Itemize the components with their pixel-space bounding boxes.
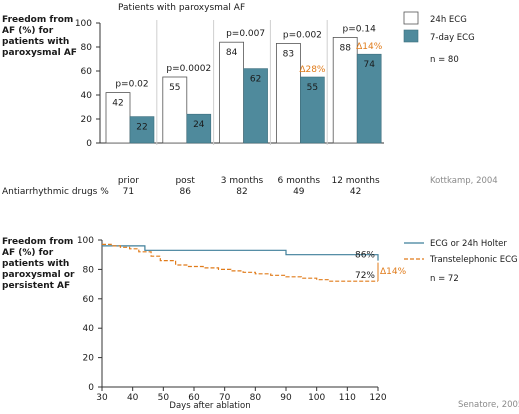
y-tick-label: 20 [83,354,95,364]
series-end-label: 86% [355,251,375,261]
legend-swatch-7day-ecg [403,29,419,43]
y-tick-label: 0 [86,139,92,149]
bar-value-label: 55 [169,83,180,93]
n-label: n = 72 [430,274,459,284]
x-tick-label: 40 [127,393,139,403]
x-tick-label: 80 [250,393,262,403]
bar-7day-ecg [186,113,212,144]
y-tick-label: 80 [83,265,95,275]
y-axis-label-line: paroxysmal AF [2,48,77,58]
series-line [102,243,378,282]
y-axis-label-line: Freedom from [2,237,73,247]
bar-24h-ecg [275,43,301,144]
bar-24h-ecg [219,41,245,144]
y-tick-label: 40 [83,324,95,334]
p-value-label: p=0.02 [115,80,148,90]
drugs-label: Antiarrhythmic drugs % [2,187,109,197]
axes: 0 20 40 60 80 100 30 40 50 60 70 80 90 100 110 120 [77,236,387,403]
bar-value-label: 42 [112,99,123,109]
y-axis-label-line: AF (%) for [2,248,54,258]
category-label: post [175,176,195,186]
series-end-label: 72% [355,271,375,281]
y-tick-label: 60 [81,67,93,77]
legend-label: 7-day ECG [430,33,475,43]
y-tick-label: 80 [81,43,93,53]
x-tick-label: 110 [339,393,356,403]
bar-value-label: 24 [193,120,205,130]
x-tick-label: 30 [96,393,108,403]
bar-value-label: 22 [136,123,147,133]
bar-chart: Patients with paroxysmal AF Freedom from… [2,3,498,197]
series-lines: 86% 72% Δ14% [102,243,407,282]
bar-value-label: 62 [250,75,261,85]
y-tick-label: 60 [83,295,95,305]
drugs-value: 42 [350,187,361,197]
bar-value-label: 88 [339,43,351,53]
drugs-value: 82 [236,187,247,197]
x-tick-label: 50 [158,393,170,403]
y-tick-label: 100 [77,236,94,246]
p-value-label: p=0.007 [226,29,265,39]
legend-label: 24h ECG [430,15,467,25]
p-value-label: p=0.002 [283,30,322,40]
bar-7day-ecg [243,68,268,144]
y-tick-label: 0 [88,383,94,393]
legend-swatch-24h-ecg [403,11,419,25]
y-axis-label-line: persistent AF [2,281,70,291]
category-label: 3 months [221,176,264,186]
x-tick-label: 90 [280,393,292,403]
delta-label: Δ28% [299,65,326,75]
y-axis-label-line: Freedom from [2,15,73,25]
x-tick-label: 120 [369,393,386,403]
category-label: prior [118,176,139,186]
series-line [102,245,379,261]
bar-value-label: 84 [226,48,238,58]
bar-value-label: 74 [363,60,375,70]
legend-label: ECG or 24h Holter [430,239,507,249]
bar-7day-ecg [356,53,382,144]
x-tick-label: 70 [219,393,231,403]
y-axis-label-line: paroxysmal or [2,270,75,280]
drugs-value: 86 [179,187,191,197]
line-chart: Freedom from AF (%) for patients with parox… [2,236,519,411]
p-value-label: p=0.0002 [166,64,211,74]
source-label: Kottkamp, 2004 [430,176,498,186]
category-label: 6 months [278,176,321,186]
y-axis-label-line: patients with [2,37,69,47]
drugs-value: 49 [293,187,305,197]
x-tick-label: 60 [188,393,200,403]
category-label: 12 months [331,176,380,186]
bar-7day-ecg [300,76,325,144]
y-tick-label: 100 [75,19,92,29]
legend-label: Transtelephonic ECG [429,255,518,265]
y-axis-label: Freedom from AF (%) for patients with parox… [2,237,75,291]
bar-value-label: 55 [307,83,318,93]
y-axis-label-line: patients with [2,259,69,269]
p-value-label: p=0.14 [343,24,377,34]
legend: 24h ECG 7-day ECG n = 80 [403,11,475,65]
x-tick-label: 100 [308,393,325,403]
legend: ECG or 24h Holter Transtelephonic ECG n = … [404,239,518,284]
delta-label: Δ14% [380,267,407,277]
y-axis-label-line: AF (%) for [2,26,54,36]
bar-value-label: 83 [283,49,294,59]
chart-title: Patients with paroxysmal AF [118,3,245,13]
y-tick-label: 40 [81,91,93,101]
x-axis-label: Days after ablation [169,401,250,411]
bar-7day-ecg [129,116,155,144]
bars: 42 22 p=0.02 55 24 p=0.0002 84 62 p=0.007 83 55 p=0… [105,20,383,145]
delta-label: Δ14% [356,42,383,52]
source-label: Senatore, 2005 [458,400,519,410]
bar-24h-ecg [162,76,188,144]
y-axis-label: Freedom from AF (%) for patients with parox… [2,15,77,58]
drugs-value: 71 [123,187,134,197]
n-label: n = 80 [430,55,459,65]
y-tick-label: 20 [81,115,93,125]
